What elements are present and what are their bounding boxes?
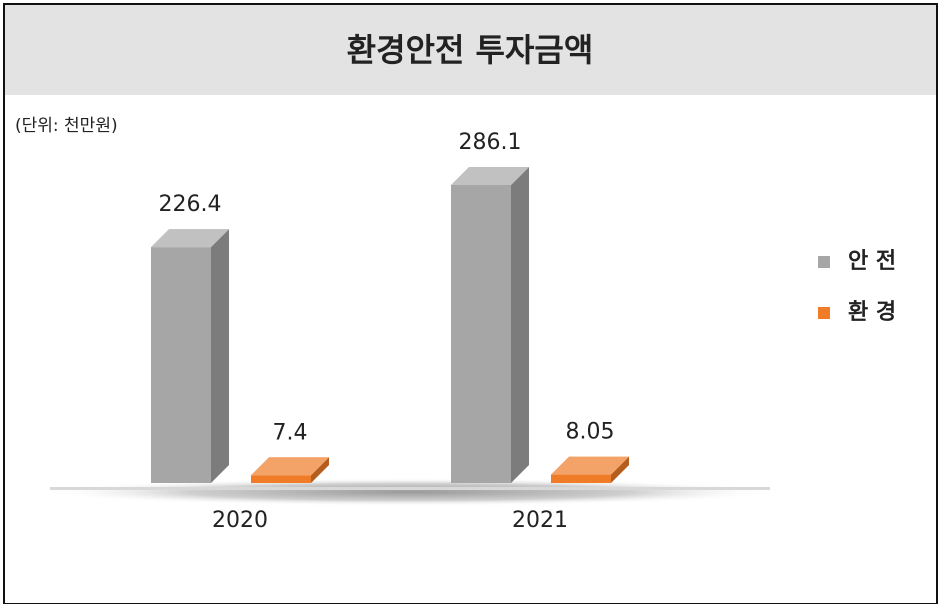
data-label: 7.4	[273, 420, 308, 445]
bar-side-shade	[511, 167, 529, 483]
bar-side	[211, 229, 229, 483]
unit-note: (단위: 천만원)	[15, 116, 118, 136]
bar-side	[311, 457, 329, 483]
bar-top	[551, 456, 629, 475]
bar-side	[611, 456, 629, 483]
bar-side-shade	[311, 457, 329, 483]
x-tick-label: 2020	[212, 508, 268, 533]
data-label: 8.05	[566, 420, 615, 445]
chart-title: 환경안전 투자금액	[347, 31, 594, 69]
title-band	[5, 5, 936, 95]
bar-top-shade	[251, 457, 329, 476]
bar-side	[511, 167, 529, 483]
bar-top	[451, 167, 529, 185]
bar	[451, 185, 511, 483]
bar-side-shade	[211, 229, 229, 483]
bar-top-shade	[451, 167, 529, 185]
bar-side-shade	[611, 456, 629, 483]
bar	[151, 247, 211, 483]
floor-shadow	[40, 478, 780, 506]
legend-label: 환 경	[848, 300, 896, 325]
bar-top	[251, 457, 329, 476]
bar-top-shade	[151, 229, 229, 248]
x-tick-label: 2021	[512, 508, 568, 533]
bar	[251, 475, 311, 483]
data-label: 226.4	[159, 192, 222, 217]
data-label: 286.1	[459, 130, 522, 155]
legend-swatch	[818, 307, 830, 319]
bar-top-shade	[551, 456, 629, 475]
bar-top	[151, 229, 229, 248]
floor-line	[50, 487, 770, 490]
legend-swatch	[818, 256, 830, 268]
bar	[551, 474, 611, 483]
legend-label: 안 전	[848, 249, 896, 274]
